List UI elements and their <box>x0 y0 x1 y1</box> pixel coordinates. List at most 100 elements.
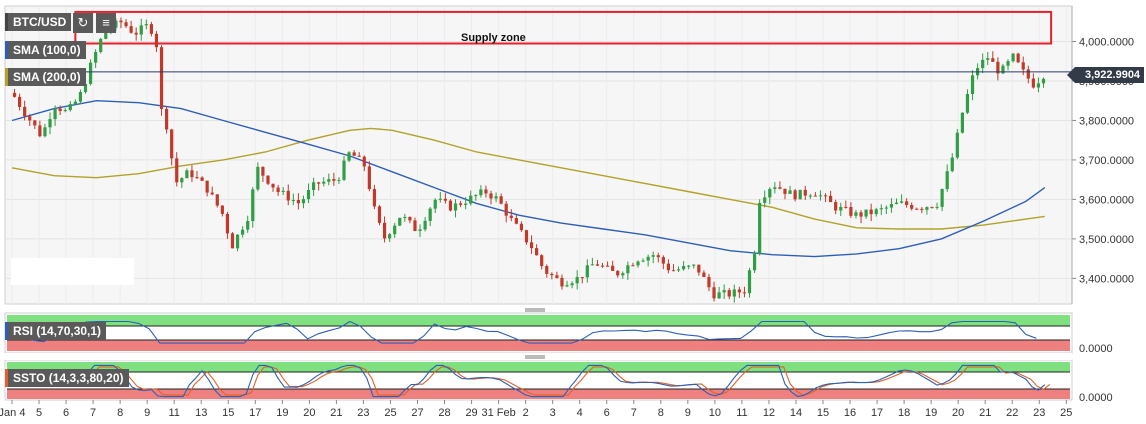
candle-body <box>545 266 549 274</box>
candle-body <box>661 257 665 264</box>
candle-body <box>1041 78 1046 84</box>
candle-body <box>935 206 939 208</box>
candle-body <box>220 205 224 214</box>
candle-body <box>398 217 402 226</box>
candle-body <box>834 202 838 211</box>
candle-body <box>839 206 843 211</box>
candle-body <box>560 277 564 287</box>
x-tick-label: Jan 4 <box>0 407 25 419</box>
sma100-tag[interactable]: SMA (100,0) <box>5 41 86 59</box>
candle-body <box>823 195 828 197</box>
candle-body <box>296 200 300 204</box>
candle-body <box>616 270 620 276</box>
candle-body <box>940 189 944 207</box>
candle-body <box>905 201 909 206</box>
x-tick-label: 6 <box>63 407 69 419</box>
x-tick-label: 18 <box>898 407 910 419</box>
candle-body <box>773 187 777 189</box>
sma100-label: SMA (100,0) <box>13 43 81 57</box>
candle-body <box>727 290 731 297</box>
x-tick-label: 6 <box>604 407 610 419</box>
candle-body <box>453 203 458 211</box>
candle-body <box>225 213 230 234</box>
candle-body <box>676 269 681 271</box>
sma200-tag[interactable]: SMA (200,0) <box>5 68 86 86</box>
candle-body <box>930 207 934 209</box>
candle-body <box>504 203 508 216</box>
candle-body <box>570 283 574 286</box>
candle-body <box>28 116 32 121</box>
refresh-icon[interactable]: ↻ <box>73 13 93 33</box>
symbol-label: BTC/USD <box>13 15 67 29</box>
candle-body <box>200 177 204 181</box>
candle-body <box>813 195 818 197</box>
candle-body <box>377 206 382 223</box>
candle-body <box>276 187 280 193</box>
candle-body <box>697 264 701 273</box>
x-tick-label: 17 <box>249 407 261 419</box>
ssto-k-line <box>11 364 1046 398</box>
x-tick-label: 22 <box>1006 407 1018 419</box>
candle-body <box>666 263 671 271</box>
x-tick-label: 11 <box>736 407 747 419</box>
candle-body <box>722 290 726 293</box>
ssto-oversold-band <box>7 389 1070 399</box>
candle-body <box>23 106 27 117</box>
symbol-tag[interactable]: BTC/USD <box>5 13 72 31</box>
candle-body <box>256 166 260 190</box>
candle-body <box>894 202 899 205</box>
candle-body <box>849 207 853 216</box>
candle-body <box>388 234 392 239</box>
candle-body <box>763 197 767 203</box>
candle-body <box>920 208 924 210</box>
candle-body <box>641 260 645 262</box>
candle-body <box>53 108 57 120</box>
candle-body <box>372 189 377 207</box>
ssto-tag[interactable]: SSTO (14,3,3,80,20) <box>5 369 129 387</box>
candle-body <box>519 223 524 231</box>
x-tick-label: 10 <box>709 407 721 419</box>
candle-body <box>139 25 143 35</box>
candle-body <box>48 119 52 128</box>
candle-body <box>692 264 696 266</box>
candle-body <box>230 233 235 249</box>
x-tick-label: 7 <box>90 407 96 419</box>
candle-body <box>829 195 833 203</box>
candle-body <box>352 152 356 156</box>
ssto-label: SSTO (14,3,3,80,20) <box>13 371 124 385</box>
candle-body <box>180 178 184 183</box>
candle-body <box>524 230 529 243</box>
x-tick-label: 12 <box>763 407 775 419</box>
y-tick-label: 3,400.0000 <box>1079 273 1134 285</box>
candle-body <box>175 158 179 183</box>
x-tick-label: 23 <box>357 407 369 419</box>
y-tick-label: 3,700.0000 <box>1079 155 1134 167</box>
candle-body <box>965 94 970 113</box>
ssto-overbought-band <box>7 362 1070 372</box>
x-tick-label: 9 <box>685 407 691 419</box>
x-tick-label: 20 <box>952 407 964 419</box>
candle-body <box>129 26 133 33</box>
candle-body <box>768 188 772 198</box>
main-plot-area <box>4 5 1073 305</box>
candle-body <box>1036 83 1041 88</box>
candle-body <box>535 248 539 256</box>
candle-body <box>879 208 883 210</box>
candle-body <box>915 208 919 210</box>
candle-body <box>43 127 47 137</box>
rsi-oversold-band <box>7 340 1070 351</box>
candle-body <box>367 166 371 190</box>
candle-body <box>555 275 559 278</box>
bar-chart-icon[interactable]: ≡ <box>96 13 116 33</box>
candle-body <box>291 200 295 202</box>
rsi-tag[interactable]: RSI (14,70,30,1) <box>5 322 107 340</box>
supply-zone-label: Supply zone <box>461 32 526 44</box>
y-tick-label: 3,800.0000 <box>1079 115 1134 127</box>
candle-body <box>58 108 62 112</box>
candle-body <box>808 195 812 197</box>
candle-body <box>899 201 904 203</box>
ssto-d-line <box>16 366 1051 396</box>
candle-body <box>104 29 108 39</box>
candle-body <box>514 218 518 224</box>
